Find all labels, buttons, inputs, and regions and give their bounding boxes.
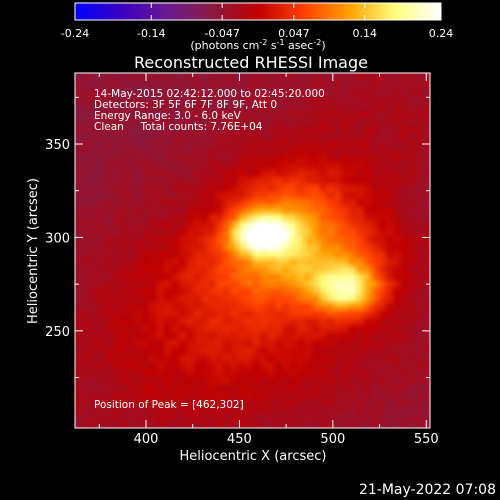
x-tick-label: 500 [320,432,345,447]
heatmap-image [75,73,430,428]
colorbar-tick-label: -0.047 [204,27,239,40]
colorbar-ticks: -0.24 -0.14 -0.047 0.047 0.14 0.24 [61,3,453,40]
y-tick-label: 250 [45,325,70,340]
footer-date: 21-May-2022 07:08 [359,482,496,498]
colorbar-unit-label: (photons cm-2 s-1 asec-2) [190,38,325,52]
annotations: 14-May-2015 02:42:12.000 to 02:45:20.000… [94,88,325,411]
y-tick-label: 350 [45,138,70,153]
colorbar-gradient [74,2,442,21]
colorbar-tick-label: 0.047 [278,27,310,40]
x-axis-label: Heliocentric X (arcsec) [180,449,327,464]
chart-title: Reconstructed RHESSI Image [134,53,368,72]
peak-position-label: Position of Peak = [462,302] [94,399,244,411]
colorbar-tick-label: 0.24 [429,27,454,40]
x-tick-label: 450 [227,432,252,447]
colorbar: -0.24 -0.14 -0.047 0.047 0.14 0.24 (photons c… [61,2,453,52]
annotation-energy-range: Energy Range: 3.0 - 6.0 keV [94,110,242,122]
y-tick-label: 300 [45,231,70,246]
heatmap-raster [75,73,430,428]
y-axis-label: Heliocentric Y (arcsec) [26,178,41,324]
annotation-clean-counts: Clean Total counts: 7.76E+04 [94,121,263,133]
y-axis: 250 300 350 [45,96,430,379]
x-tick-label: 550 [414,432,439,447]
colorbar-tick-label: 0.14 [353,27,378,40]
plot-frame [74,72,431,429]
colorbar-tick-label: -0.14 [137,27,165,40]
x-axis: 400 450 500 550 [98,73,439,447]
annotation-detectors: Detectors: 3F 5F 6F 7F 8F 9F, Att 0 [94,99,277,111]
annotation-time-range: 14-May-2015 02:42:12.000 to 02:45:20.000 [94,88,325,100]
colorbar-tick-label: -0.24 [61,27,89,40]
x-tick-label: 400 [134,432,159,447]
